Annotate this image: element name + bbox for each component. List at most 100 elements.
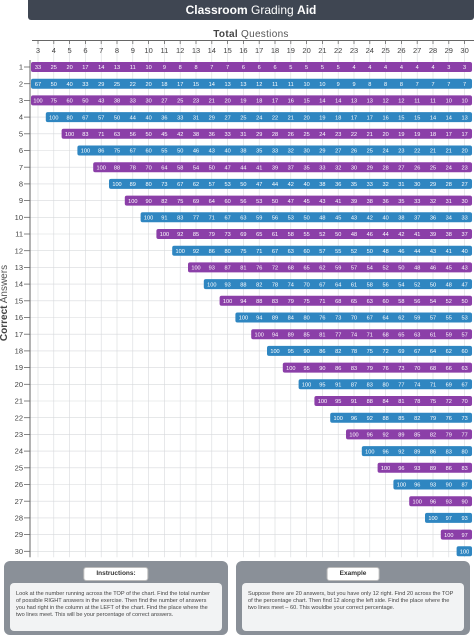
top-tick-label: 16: [239, 46, 247, 55]
cell-value: 67: [461, 383, 467, 389]
cell-value: 100: [49, 115, 58, 121]
cell-value: 43: [98, 99, 104, 105]
cell-value: 70: [303, 282, 309, 288]
cell-value: 23: [193, 99, 199, 105]
cell-value: 87: [224, 266, 230, 272]
cell-value: 89: [272, 316, 278, 322]
cell-value: 96: [367, 433, 373, 439]
cell-value: 48: [319, 216, 325, 222]
cell-value: 84: [288, 316, 294, 322]
left-tick-label: 24: [15, 447, 23, 456]
cell-value: 55: [335, 249, 341, 255]
row-bar: [267, 345, 472, 356]
cell-value: 96: [351, 416, 357, 422]
cell-value: 50: [303, 216, 309, 222]
cell-value: 7: [416, 82, 419, 88]
cell-value: 59: [414, 316, 420, 322]
cell-value: 5: [321, 65, 324, 71]
cell-value: 23: [461, 165, 467, 171]
cell-value: 18: [430, 132, 436, 138]
cell-value: 25: [430, 165, 436, 171]
top-tick-label: 29: [445, 46, 453, 55]
cell-value: 37: [288, 165, 294, 171]
cell-value: 35: [256, 149, 262, 155]
row-bar: [298, 379, 472, 390]
cell-value: 41: [446, 249, 452, 255]
cell-value: 67: [367, 316, 373, 322]
cell-value: 64: [161, 165, 167, 171]
cell-value: 80: [224, 249, 230, 255]
cell-value: 73: [224, 232, 230, 238]
cell-value: 4: [384, 65, 387, 71]
cell-value: 87: [351, 383, 357, 389]
cell-value: 100: [65, 132, 74, 138]
cell-value: 25: [51, 65, 57, 71]
cell-value: 50: [430, 282, 436, 288]
cell-value: 31: [446, 199, 452, 205]
cell-value: 61: [351, 282, 357, 288]
cell-value: 40: [303, 182, 309, 188]
cell-value: 100: [349, 433, 358, 439]
cell-value: 81: [398, 399, 404, 405]
cell-value: 75: [240, 249, 246, 255]
cell-value: 89: [288, 332, 294, 338]
cell-value: 89: [414, 449, 420, 455]
row-bar: [93, 162, 472, 173]
row-bar: [377, 462, 472, 473]
cell-value: 33: [130, 99, 136, 105]
cell-value: 12: [398, 99, 404, 105]
cell-value: 85: [303, 332, 309, 338]
cell-value: 26: [414, 165, 420, 171]
cell-value: 36: [335, 182, 341, 188]
cell-value: 65: [256, 232, 262, 238]
cell-value: 8: [179, 65, 182, 71]
cell-value: 7: [463, 82, 466, 88]
cell-value: 94: [272, 332, 278, 338]
top-tick-label: 8: [115, 46, 119, 55]
cell-value: 31: [398, 182, 404, 188]
row-bar: [172, 245, 472, 256]
cell-value: 67: [414, 349, 420, 355]
cell-value: 19: [414, 132, 420, 138]
cell-value: 54: [193, 165, 199, 171]
cell-value: 31: [193, 115, 199, 121]
cell-value: 68: [288, 266, 294, 272]
cell-value: 56: [382, 282, 388, 288]
cell-value: 11: [288, 82, 294, 88]
cell-value: 14: [209, 82, 215, 88]
cell-value: 38: [114, 99, 120, 105]
cell-value: 44: [272, 182, 278, 188]
cell-value: 13: [367, 99, 373, 105]
cell-value: 30: [414, 182, 420, 188]
cell-value: 66: [446, 366, 452, 372]
cell-value: 41: [335, 199, 341, 205]
left-tick-label: 10: [15, 213, 23, 222]
cell-value: 4: [416, 65, 419, 71]
cell-value: 27: [335, 149, 341, 155]
cell-value: 93: [224, 282, 230, 288]
row-bar: [282, 362, 472, 373]
cell-value: 61: [272, 232, 278, 238]
left-tick-label: 11: [15, 230, 23, 239]
cell-value: 63: [367, 299, 373, 305]
cell-value: 17: [82, 65, 88, 71]
left-tick-label: 22: [15, 413, 23, 422]
cell-value: 71: [367, 332, 373, 338]
cell-value: 100: [160, 232, 169, 238]
cell-value: 21: [446, 149, 452, 155]
cell-value: 28: [382, 165, 388, 171]
cell-value: 89: [430, 466, 436, 472]
cell-value: 11: [130, 65, 136, 71]
row-bar: [31, 78, 472, 89]
row-bar: [425, 512, 472, 523]
cell-value: 94: [240, 299, 246, 305]
cell-value: 60: [461, 349, 467, 355]
cell-value: 56: [240, 199, 246, 205]
left-tick-label: 28: [15, 514, 23, 523]
cell-value: 73: [161, 182, 167, 188]
cell-value: 17: [367, 115, 373, 121]
cell-value: 93: [414, 466, 420, 472]
cell-value: 72: [382, 349, 388, 355]
top-tick-label: 13: [192, 46, 200, 55]
cell-value: 21: [288, 115, 294, 121]
